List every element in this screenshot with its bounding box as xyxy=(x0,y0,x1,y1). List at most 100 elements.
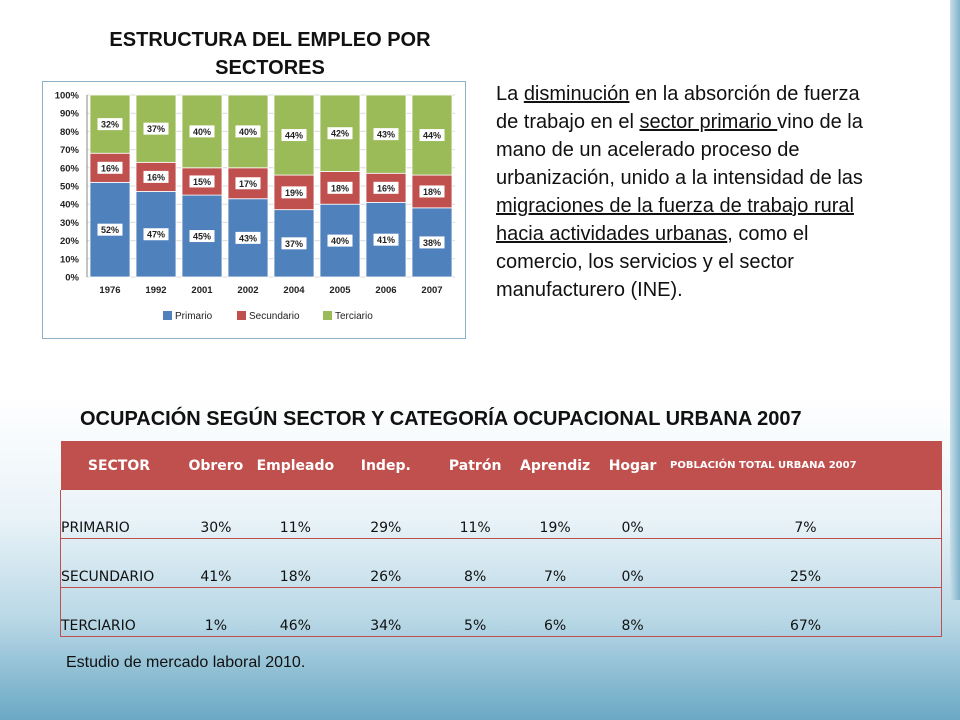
table-header-row: SECTOR Obrero Empleado Indep. Patrón Apr… xyxy=(60,441,942,490)
desc-text-1: La xyxy=(496,83,524,105)
data-label-box xyxy=(418,184,446,199)
data-label: 44% xyxy=(423,131,441,141)
cell-value: 6% xyxy=(515,587,596,637)
description-text: La disminución en la absorción de fuerza… xyxy=(496,80,866,304)
header-indep: Indep. xyxy=(336,441,436,490)
data-label-box xyxy=(188,124,216,139)
occupation-table: SECTOR Obrero Empleado Indep. Patrón Apr… xyxy=(60,441,943,637)
chart-title: ESTRUCTURA DEL EMPLEO POR SECTORES xyxy=(109,29,431,79)
cell-value: 30% xyxy=(177,490,255,539)
y-tick-label: 60% xyxy=(60,163,80,174)
cell-value: 7% xyxy=(670,490,943,539)
data-label: 17% xyxy=(239,179,257,189)
data-label: 37% xyxy=(285,239,303,249)
data-label-box xyxy=(142,227,170,242)
data-label-box xyxy=(326,233,354,248)
x-tick-label: 2007 xyxy=(421,285,442,296)
data-label-box xyxy=(142,169,170,184)
x-tick-label: 2006 xyxy=(375,285,396,296)
y-tick-label: 50% xyxy=(60,182,80,193)
table-row: TERCIARIO 1% 46% 34% 5% 6% 8% 67% xyxy=(60,587,943,637)
data-label: 15% xyxy=(193,177,211,187)
cell-sector: PRIMARIO xyxy=(60,490,178,539)
x-tick-label: 2005 xyxy=(329,285,351,296)
data-label: 16% xyxy=(377,183,395,193)
desc-text-2: en la absorción de fuerza de trabajo en … xyxy=(496,83,860,133)
x-tick-label: 2004 xyxy=(283,285,305,296)
data-label: 43% xyxy=(239,233,257,243)
cell-value: 5% xyxy=(435,587,516,637)
cell-value: 0% xyxy=(595,490,671,539)
header-poblacion: POBLACIÓN TOTAL URBANA 2007 xyxy=(670,441,942,490)
legend-swatch-secundario xyxy=(237,311,246,320)
data-label-box xyxy=(142,121,170,136)
cell-value: 1% xyxy=(177,587,255,637)
data-label-box xyxy=(96,160,124,175)
cell-value: 34% xyxy=(336,587,436,637)
legend-swatch-primario xyxy=(163,311,172,320)
cell-value: 0% xyxy=(595,538,671,588)
slide-edge-decoration xyxy=(950,0,960,600)
data-label: 47% xyxy=(147,230,165,240)
header-hogar: Hogar xyxy=(595,441,671,490)
data-label: 43% xyxy=(377,130,395,140)
header-empleado: Empleado xyxy=(254,441,337,490)
data-label-box xyxy=(418,235,446,250)
y-tick-label: 20% xyxy=(60,236,80,247)
data-label-box xyxy=(188,174,216,189)
cell-value: 8% xyxy=(595,587,671,637)
data-label: 38% xyxy=(423,238,441,248)
data-label: 42% xyxy=(331,129,349,139)
y-tick-label: 10% xyxy=(60,254,80,265)
data-label: 16% xyxy=(147,172,165,182)
cell-sector: SECUNDARIO xyxy=(60,538,178,588)
data-label: 32% xyxy=(101,120,119,130)
cell-value: 25% xyxy=(670,538,943,588)
y-tick-label: 0% xyxy=(65,273,79,284)
data-label-box xyxy=(326,180,354,195)
data-label: 37% xyxy=(147,124,165,134)
cell-value: 26% xyxy=(336,538,436,588)
data-label: 40% xyxy=(239,127,257,137)
legend-swatch-terciario xyxy=(323,311,332,320)
data-label-box xyxy=(234,176,262,191)
cell-value: 8% xyxy=(435,538,516,588)
table-row: PRIMARIO 30% 11% 29% 11% 19% 0% 7% xyxy=(60,490,943,539)
y-tick-label: 70% xyxy=(60,145,80,156)
cell-value: 11% xyxy=(435,490,516,539)
y-tick-label: 30% xyxy=(60,218,80,229)
data-label-box xyxy=(280,128,308,143)
header-patron: Patrón xyxy=(435,441,516,490)
cell-value: 7% xyxy=(515,538,596,588)
chart-canvas: 0% 10% 20% 30% 40% 50% 60% 70% 80% 90% 100% 52% 16% 3… xyxy=(55,91,455,322)
data-label: 44% xyxy=(285,131,303,141)
desc-underline-3: migraciones de la fuerza de trabajo rura… xyxy=(496,195,854,245)
cell-sector: TERCIARIO xyxy=(60,587,178,637)
data-label-box xyxy=(418,128,446,143)
desc-underline-2: sector primario xyxy=(639,111,778,133)
data-label: 16% xyxy=(101,163,119,173)
y-tick-label: 80% xyxy=(60,127,80,138)
data-label-box xyxy=(280,185,308,200)
data-label: 18% xyxy=(423,187,441,197)
data-label-box xyxy=(326,126,354,141)
legend-label-terciario: Terciario xyxy=(335,311,373,322)
y-tick-label: 90% xyxy=(60,109,80,120)
x-tick-label: 1992 xyxy=(145,285,166,296)
x-tick-label: 1976 xyxy=(99,285,120,296)
data-label: 40% xyxy=(331,236,349,246)
cell-value: 29% xyxy=(336,490,436,539)
y-tick-label: 100% xyxy=(55,91,80,102)
data-label-box xyxy=(280,236,308,251)
header-sector: SECTOR xyxy=(60,441,178,490)
cell-value: 67% xyxy=(670,587,943,637)
data-label-box xyxy=(234,124,262,139)
data-label: 41% xyxy=(377,235,395,245)
header-obrero: Obrero xyxy=(177,441,255,490)
stacked-bar-chart: 0% 10% 20% 30% 40% 50% 60% 70% 80% 90% 100% 52% 16% 3… xyxy=(42,81,466,339)
cell-value: 46% xyxy=(254,587,337,637)
data-label: 18% xyxy=(331,183,349,193)
data-label: 40% xyxy=(193,127,211,137)
table-title: OCUPACIÓN SEGÚN SECTOR Y CATEGORÍA OCUPA… xyxy=(80,408,802,430)
table-row: SECUNDARIO 41% 18% 26% 8% 7% 0% 25% xyxy=(60,538,943,588)
